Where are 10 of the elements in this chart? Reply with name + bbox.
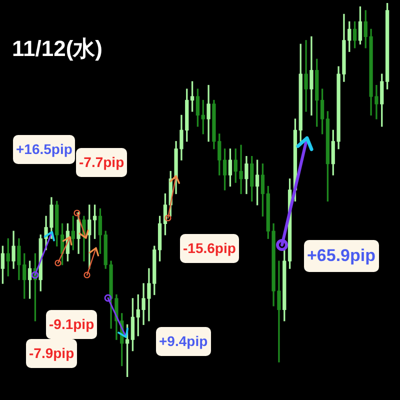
annotation: +16.5pip: [13, 135, 76, 164]
annotation: -7.9pip: [26, 339, 78, 368]
candlestick: [310, 36, 314, 116]
annotation: +65.9pip: [304, 240, 379, 272]
annotation: -9.1pip: [46, 310, 98, 339]
text: 11/12(水): [12, 36, 102, 61]
annotation: -7.7pip: [76, 148, 128, 177]
annotation: +9.4pip: [156, 327, 211, 356]
annotation: -15.6pip: [180, 234, 239, 263]
candlestick: [304, 40, 308, 112]
